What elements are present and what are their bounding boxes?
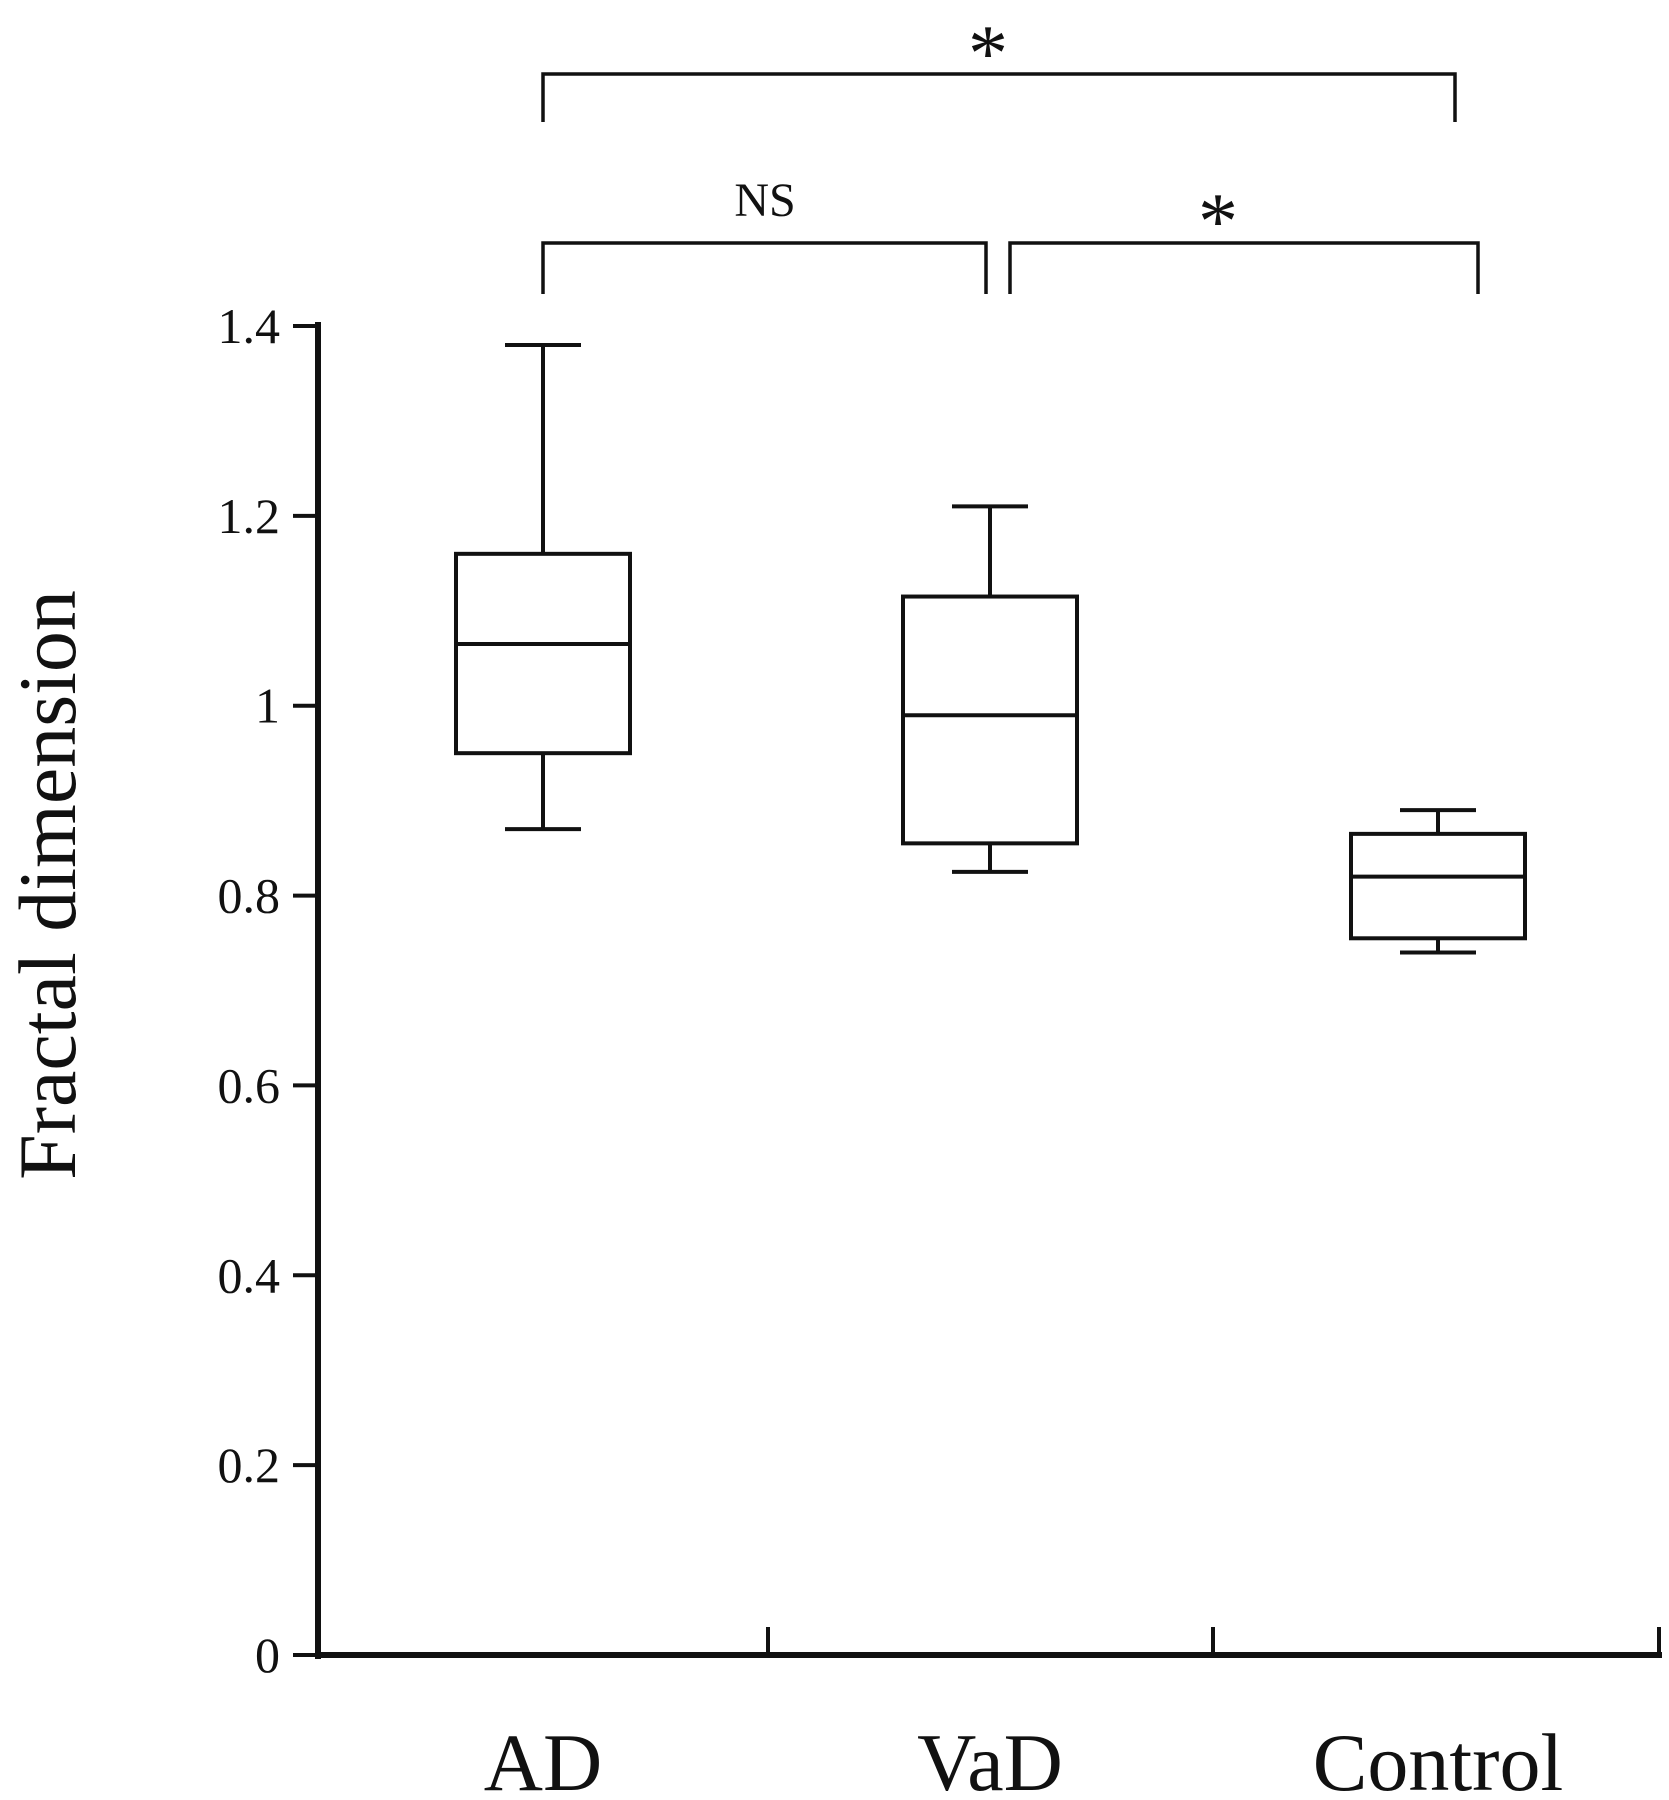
y-tick-label: 1.2 <box>218 488 281 544</box>
bracket-ad-control: * <box>541 10 1457 122</box>
box-ad <box>454 342 632 832</box>
y-axis-label: Fractal dimension <box>2 590 93 1180</box>
y-tick-label: 0.6 <box>218 1057 281 1113</box>
axes: 0 0.2 0.4 0.6 0.8 1 1.2 1.4 AD VaD Control <box>218 298 1662 1800</box>
x-category-label: Control <box>1313 1717 1564 1800</box>
x-category-label: AD <box>484 1717 602 1800</box>
y-tick-label: 1 <box>255 678 280 734</box>
y-tick-label: 0.2 <box>218 1437 281 1493</box>
bracket-line <box>541 241 988 294</box>
box-vad <box>901 504 1079 874</box>
significance-label: NS <box>734 174 795 227</box>
bracket-line <box>1008 241 1480 294</box>
box-iqr <box>901 594 1079 846</box>
box-iqr <box>1349 831 1527 941</box>
significance-label: * <box>1198 178 1238 266</box>
box-iqr <box>454 551 632 756</box>
bracket-ad-vad: NS <box>541 174 988 294</box>
significance-brackets: NS * * <box>541 10 1480 294</box>
y-tick-label: 0.8 <box>218 868 281 924</box>
box-series <box>454 342 1527 955</box>
y-tick-label: 0.4 <box>218 1247 281 1303</box>
y-tick-label: 0 <box>255 1627 280 1683</box>
box-control <box>1349 808 1527 955</box>
y-tick-label: 1.4 <box>218 298 281 354</box>
significance-label: * <box>968 10 1008 98</box>
bracket-vad-control: * <box>1008 178 1480 294</box>
bracket-line <box>541 72 1457 122</box>
x-category-label: VaD <box>917 1717 1063 1800</box>
